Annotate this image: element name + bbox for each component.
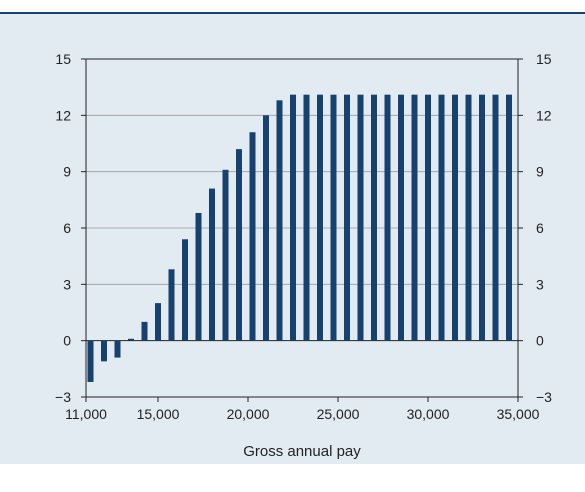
bar — [263, 115, 269, 341]
x-tick-label: 25,000 — [317, 406, 360, 422]
bars — [87, 94, 512, 382]
bar — [303, 94, 310, 341]
bar — [209, 188, 215, 341]
y-tick-label-right: 9 — [536, 164, 544, 180]
y-tick-label-left: 9 — [63, 164, 71, 180]
bar — [384, 94, 391, 341]
bar — [128, 338, 134, 341]
bar — [506, 94, 512, 341]
x-tick-label: 35,000 — [497, 406, 540, 422]
bar — [452, 94, 458, 341]
bar — [317, 94, 323, 341]
bar — [290, 94, 296, 341]
y-tick-label-left: −3 — [55, 389, 71, 405]
y-tick-label-left: 15 — [55, 51, 71, 67]
y-tick-label-left: 0 — [63, 333, 71, 349]
x-tick-label: 11,000 — [65, 406, 107, 422]
y-tick-label-left: 6 — [63, 220, 71, 236]
bar — [87, 340, 94, 382]
bar — [236, 149, 242, 341]
bar — [465, 94, 472, 341]
tick-labels: −3 −3 0 0 3 3 6 6 9 9 12 12 15 15 11,000 15,000 20,000 25… — [55, 51, 552, 422]
bar — [114, 340, 121, 358]
y-tick-label-right: −3 — [536, 389, 552, 405]
bar — [438, 94, 445, 341]
x-axis-title: Gross annual pay — [243, 443, 361, 460]
bar — [222, 169, 229, 341]
bar — [492, 94, 499, 341]
bar — [141, 321, 148, 341]
y-tick-label-right: 6 — [536, 220, 544, 236]
y-tick-label-right: 0 — [536, 333, 544, 349]
bar — [168, 269, 175, 341]
x-tick-label: 15,000 — [137, 406, 180, 422]
x-tick-label: 20,000 — [227, 406, 270, 422]
bar — [344, 94, 350, 341]
bar — [182, 239, 188, 341]
bar — [411, 94, 418, 341]
y-tick-label-right: 12 — [536, 107, 552, 123]
bar — [101, 340, 107, 362]
bar — [195, 212, 202, 341]
bar — [249, 132, 256, 341]
bar — [276, 100, 283, 341]
bar — [479, 94, 485, 341]
bar — [155, 303, 161, 341]
y-tick-label-left: 3 — [63, 276, 71, 292]
y-tick-label-left: 12 — [55, 107, 71, 123]
bar — [371, 94, 377, 341]
y-tick-label-right: 3 — [536, 276, 544, 292]
axes — [81, 58, 523, 402]
bar — [330, 94, 337, 341]
bar — [357, 94, 364, 341]
bar — [398, 94, 404, 341]
x-tick-label: 30,000 — [407, 406, 450, 422]
y-tick-label-right: 15 — [536, 51, 552, 67]
bar — [425, 94, 431, 341]
